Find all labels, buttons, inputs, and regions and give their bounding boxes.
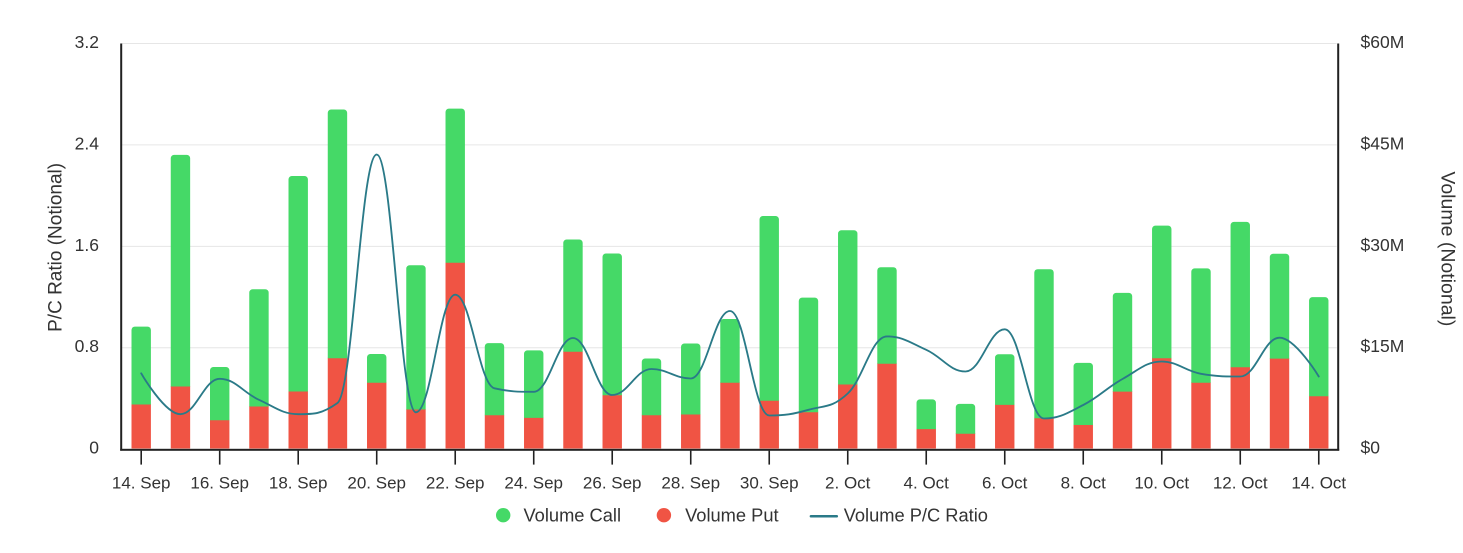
svg-text:8. Oct: 8. Oct xyxy=(1061,474,1107,493)
svg-text:24. Sep: 24. Sep xyxy=(504,474,563,493)
svg-text:$0: $0 xyxy=(1361,438,1381,458)
svg-text:16. Sep: 16. Sep xyxy=(190,474,249,493)
svg-text:$30M: $30M xyxy=(1361,235,1405,255)
svg-text:$60M: $60M xyxy=(1361,32,1405,52)
svg-text:26. Sep: 26. Sep xyxy=(583,474,642,493)
svg-text:2. Oct: 2. Oct xyxy=(825,474,871,493)
svg-text:30. Sep: 30. Sep xyxy=(740,474,799,493)
svg-text:22. Sep: 22. Sep xyxy=(426,474,485,493)
svg-text:2.4: 2.4 xyxy=(75,133,100,153)
svg-text:18. Sep: 18. Sep xyxy=(269,474,328,493)
svg-text:14. Sep: 14. Sep xyxy=(112,474,171,493)
svg-text:$15M: $15M xyxy=(1361,336,1405,356)
svg-text:3.2: 3.2 xyxy=(75,32,99,52)
svg-text:28. Sep: 28. Sep xyxy=(661,474,720,493)
svg-text:4. Oct: 4. Oct xyxy=(904,474,950,493)
svg-text:0.8: 0.8 xyxy=(75,336,99,356)
svg-text:10. Oct: 10. Oct xyxy=(1134,474,1189,493)
svg-text:12. Oct: 12. Oct xyxy=(1213,474,1268,493)
svg-text:Volume Put: Volume Put xyxy=(685,505,779,526)
svg-text:20. Sep: 20. Sep xyxy=(347,474,406,493)
svg-text:0: 0 xyxy=(89,438,99,458)
svg-text:14. Oct: 14. Oct xyxy=(1291,474,1346,493)
svg-text:Volume (Notional): Volume (Notional) xyxy=(1436,171,1458,326)
svg-text:Volume Call: Volume Call xyxy=(524,505,622,526)
svg-text:1.6: 1.6 xyxy=(75,235,99,255)
svg-text:6. Oct: 6. Oct xyxy=(982,474,1028,493)
svg-text:Volume P/C Ratio: Volume P/C Ratio xyxy=(844,505,988,526)
svg-text:P/C Ratio (Notional): P/C Ratio (Notional) xyxy=(46,163,67,332)
svg-text:$45M: $45M xyxy=(1361,133,1405,153)
